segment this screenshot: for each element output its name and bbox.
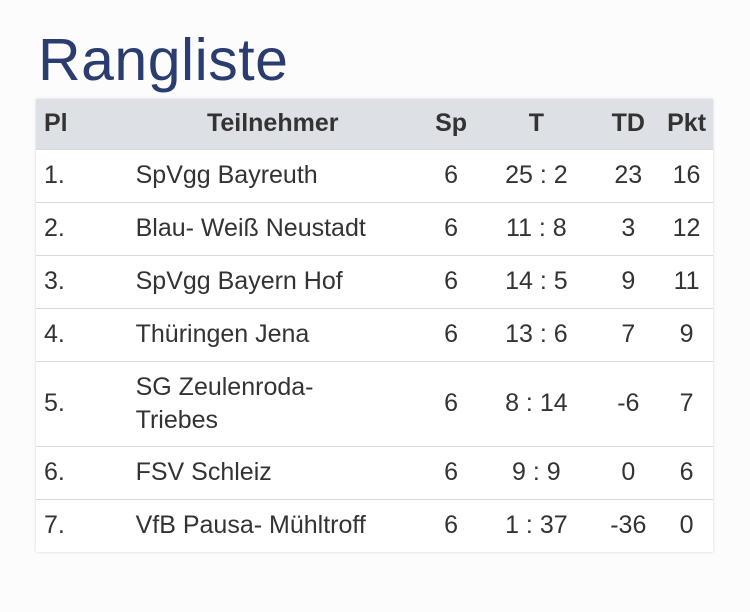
team-name: SG Zeulenroda- Triebes <box>135 372 314 434</box>
cell-points: 12 <box>660 201 713 255</box>
cell-place: 3. <box>36 254 120 308</box>
header-team: Teilnehmer <box>206 109 339 138</box>
table-row: 1. SpVgg Bayreuth 6 25 : 2 23 16 <box>36 148 713 202</box>
cell-games: 6 <box>425 148 477 202</box>
cell-points: 9 <box>660 307 713 361</box>
cell-place: 1. <box>36 148 120 202</box>
header-goal-difference: TD <box>611 109 645 138</box>
header-games: Sp <box>435 109 468 138</box>
cell-goals: 25 : 2 <box>476 148 597 202</box>
cell-games: 6 <box>425 254 477 308</box>
header-place: Pl <box>44 109 68 138</box>
table-row: 7. VfB Pausa- Mühltroff 6 1 : 37 -36 0 <box>36 498 713 552</box>
cell-goal-difference: 9 <box>596 254 661 308</box>
cell-goals: 8 : 14 <box>476 360 597 446</box>
cell-team: FSV Schleiz <box>119 445 426 499</box>
cell-goal-difference: 3 <box>596 201 661 255</box>
cell-goals: 13 : 6 <box>476 307 597 361</box>
table-row: 4. Thüringen Jena 6 13 : 6 7 9 <box>36 307 713 361</box>
cell-place: 5. <box>36 360 120 446</box>
cell-games: 6 <box>425 445 477 499</box>
cell-team: SpVgg Bayreuth <box>119 148 426 202</box>
cell-goals: 1 : 37 <box>476 498 597 552</box>
cell-team: Thüringen Jena <box>119 307 426 361</box>
table-row: 6. FSV Schleiz 6 9 : 9 0 6 <box>36 445 713 499</box>
cell-place: 7. <box>36 498 120 552</box>
cell-place: 4. <box>36 307 120 361</box>
table-header-row: Pl Teilnehmer Sp T TD Pkt <box>36 99 713 149</box>
header-points: Pkt <box>667 109 707 138</box>
cell-goal-difference: 0 <box>596 445 661 499</box>
cell-points: 16 <box>660 148 713 202</box>
cell-place: 6. <box>36 445 120 499</box>
cell-team: SG Zeulenroda- Triebes <box>119 360 426 446</box>
cell-team: VfB Pausa- Mühltroff <box>119 498 426 552</box>
cell-team: SpVgg Bayern Hof <box>119 254 426 308</box>
cell-team: Blau- Weiß Neustadt <box>119 201 426 255</box>
cell-goals: 14 : 5 <box>476 254 597 308</box>
cell-place: 2. <box>36 201 120 255</box>
cell-goal-difference: 7 <box>596 307 661 361</box>
cell-points: 7 <box>660 360 713 446</box>
table-row: 5. SG Zeulenroda- Triebes 6 8 : 14 -6 7 <box>36 360 713 446</box>
header-goals: T <box>528 109 544 138</box>
cell-goal-difference: -6 <box>596 360 661 446</box>
cell-points: 0 <box>660 498 713 552</box>
ranking-table: Pl Teilnehmer Sp T TD Pkt 1. SpVgg Bayre… <box>36 99 713 552</box>
cell-points: 6 <box>660 445 713 499</box>
cell-games: 6 <box>425 307 477 361</box>
cell-games: 6 <box>425 201 477 255</box>
cell-games: 6 <box>425 498 477 552</box>
cell-goal-difference: -36 <box>596 498 661 552</box>
cell-games: 6 <box>425 360 477 446</box>
cell-goal-difference: 23 <box>596 148 661 202</box>
table-row: 2. Blau- Weiß Neustadt 6 11 : 8 3 12 <box>36 201 713 255</box>
cell-goals: 11 : 8 <box>476 201 597 255</box>
cell-points: 11 <box>660 254 713 308</box>
cell-goals: 9 : 9 <box>476 445 597 499</box>
table-row: 3. SpVgg Bayern Hof 6 14 : 5 9 11 <box>36 254 713 308</box>
page-title: Rangliste <box>38 27 289 93</box>
